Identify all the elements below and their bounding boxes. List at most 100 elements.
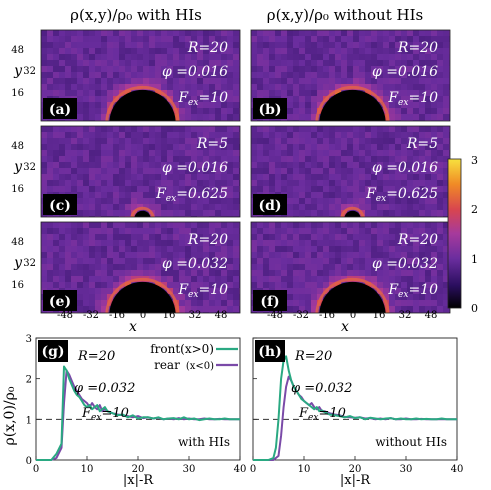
heatmap-cell [221, 150, 227, 156]
annotation-F: Fex=10 [177, 282, 228, 300]
heatmap-cell [95, 264, 101, 270]
heatmap-cell [119, 36, 125, 42]
svg-text:front(x>0): front(x>0) [150, 342, 214, 356]
heatmap-cell [293, 240, 299, 246]
heatmap-cell [323, 36, 329, 42]
heatmap-cell [89, 282, 95, 288]
heatmap-cell [161, 150, 167, 156]
heatmap-cell [341, 270, 347, 276]
heatmap-cell [173, 42, 179, 48]
heatmap-cell [77, 54, 83, 60]
heatmap-cell [377, 30, 383, 36]
heatmap-cell [353, 204, 359, 210]
heatmap-cell [89, 312, 95, 313]
heatmap-cell [395, 228, 401, 234]
heatmap-cell [161, 204, 167, 210]
heatmap-cell [125, 138, 131, 144]
heatmap-cell [323, 42, 329, 48]
heatmap-cell [431, 120, 437, 121]
heatmap-cell [377, 204, 383, 210]
heatmap-cell [161, 246, 167, 252]
heatmap-cell [209, 246, 215, 252]
heatmap-cell [257, 312, 263, 313]
heatmap-cell [311, 234, 317, 240]
heatmap-cell [371, 204, 377, 210]
heatmap-cell [437, 102, 443, 108]
heatmap-cell [281, 126, 287, 132]
heatmap-cell [371, 48, 377, 54]
heatmap-cell [437, 54, 443, 60]
heatmap-cell [431, 108, 437, 114]
heatmap-cell [149, 198, 155, 204]
heatmap-cell [395, 216, 401, 217]
heatmap-cell [89, 204, 95, 210]
heatmap-cell [209, 132, 215, 138]
heatmap-cell [251, 174, 257, 180]
heatmap-cell [203, 294, 209, 300]
heatmap-cell [131, 246, 137, 252]
heatmap-cell [131, 192, 137, 198]
heatmap-cell [377, 90, 383, 96]
heatmap-cell [317, 240, 323, 246]
heatmap-cell [287, 282, 293, 288]
heatmap-cell [185, 30, 191, 36]
heatmap-cell [377, 228, 383, 234]
heatmap-cell [209, 288, 215, 294]
heatmap-cell [389, 42, 395, 48]
heatmap-cell [335, 180, 341, 186]
heatmap-cell [221, 126, 227, 132]
heatmap-cell [239, 150, 240, 156]
heatmap-cell [389, 174, 395, 180]
heatmap-cell [353, 48, 359, 54]
heatmap-cell [95, 72, 101, 78]
panel-frame [250, 29, 451, 122]
heatmap-cell [299, 42, 305, 48]
heatmap-cell [77, 228, 83, 234]
heatmap-cell [209, 276, 215, 282]
heatmap-cell [47, 120, 53, 121]
heatmap-cell [371, 174, 377, 180]
heatmap-cell [221, 102, 227, 108]
heatmap-cell [59, 174, 65, 180]
heatmap-cell [47, 168, 53, 174]
heatmap-cell [281, 90, 287, 96]
xtick-left-48: 48 [215, 310, 228, 321]
heatmap-cell [305, 270, 311, 276]
heatmap-cell [425, 90, 431, 96]
heatmap-cell [383, 60, 389, 66]
heatmap-cell [395, 192, 401, 198]
heatmap-cell [221, 72, 227, 78]
xtick-left-m48: -48 [57, 310, 73, 321]
heatmap-cell [191, 30, 197, 36]
heatmap-cell [443, 180, 449, 186]
heatmap-cell [71, 282, 77, 288]
heatmap-cell [239, 120, 240, 121]
heatmap-cell [335, 282, 341, 288]
heatmap-cell [311, 258, 317, 264]
heatmap-cell [215, 42, 221, 48]
heatmap-cell [227, 66, 233, 72]
heatmap-cell [389, 36, 395, 42]
heatmap-cell [431, 210, 437, 216]
heatmap-cell [179, 48, 185, 54]
heatmap-cell [221, 270, 227, 276]
annotation-R: R=5 [196, 136, 228, 152]
heatmap-cell [317, 210, 323, 216]
heatmap-cell [101, 30, 107, 36]
heatmap-cell [173, 84, 179, 90]
heatmap-cell [107, 150, 113, 156]
heatmap-cell [71, 228, 77, 234]
heatmap-cell [173, 180, 179, 186]
heatmap-cell [407, 180, 413, 186]
heatmap-cell [191, 156, 197, 162]
heatmap-cell [197, 300, 203, 306]
heatmap-cell [95, 150, 101, 156]
heatmap-cell [383, 258, 389, 264]
heatmap-cell [371, 42, 377, 48]
heatmap-cell [395, 276, 401, 282]
heatmap-cell [239, 168, 240, 174]
heatmap-cell [371, 228, 377, 234]
heatmap-cell [161, 174, 167, 180]
heatmap-cell [59, 150, 65, 156]
heatmap-cell [323, 210, 329, 216]
